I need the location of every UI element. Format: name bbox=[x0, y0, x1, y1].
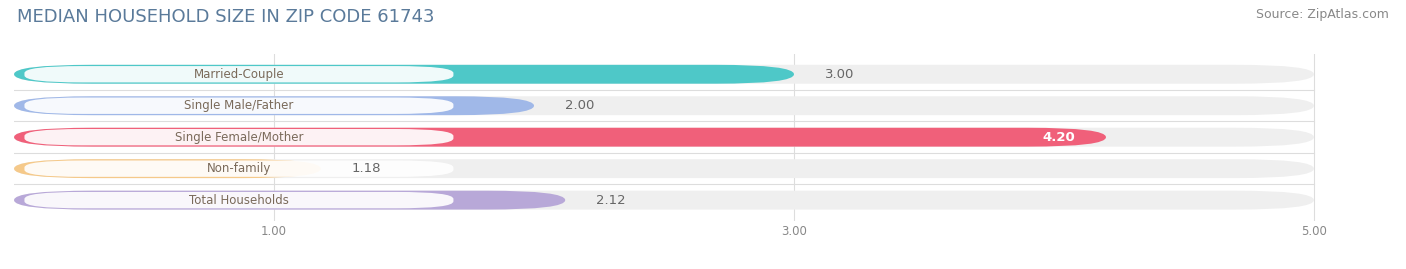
FancyBboxPatch shape bbox=[14, 159, 321, 178]
FancyBboxPatch shape bbox=[14, 65, 1315, 84]
Text: 2.00: 2.00 bbox=[565, 99, 595, 112]
Text: 4.20: 4.20 bbox=[1042, 131, 1074, 144]
FancyBboxPatch shape bbox=[24, 192, 453, 208]
Text: Single Female/Mother: Single Female/Mother bbox=[174, 131, 304, 144]
FancyBboxPatch shape bbox=[14, 96, 1315, 115]
FancyBboxPatch shape bbox=[24, 98, 453, 114]
Text: Non-family: Non-family bbox=[207, 162, 271, 175]
Text: Single Male/Father: Single Male/Father bbox=[184, 99, 294, 112]
FancyBboxPatch shape bbox=[24, 66, 453, 82]
FancyBboxPatch shape bbox=[14, 159, 1315, 178]
FancyBboxPatch shape bbox=[14, 191, 1315, 210]
FancyBboxPatch shape bbox=[14, 65, 794, 84]
FancyBboxPatch shape bbox=[14, 128, 1107, 147]
FancyBboxPatch shape bbox=[14, 96, 534, 115]
FancyBboxPatch shape bbox=[14, 128, 1315, 147]
FancyBboxPatch shape bbox=[24, 129, 453, 145]
Text: 1.18: 1.18 bbox=[352, 162, 381, 175]
Text: Total Households: Total Households bbox=[188, 194, 288, 207]
Text: 3.00: 3.00 bbox=[825, 68, 855, 81]
FancyBboxPatch shape bbox=[14, 191, 565, 210]
Text: MEDIAN HOUSEHOLD SIZE IN ZIP CODE 61743: MEDIAN HOUSEHOLD SIZE IN ZIP CODE 61743 bbox=[17, 8, 434, 26]
FancyBboxPatch shape bbox=[24, 161, 453, 177]
Text: Source: ZipAtlas.com: Source: ZipAtlas.com bbox=[1256, 8, 1389, 21]
Text: Married-Couple: Married-Couple bbox=[194, 68, 284, 81]
Text: 2.12: 2.12 bbox=[596, 194, 626, 207]
